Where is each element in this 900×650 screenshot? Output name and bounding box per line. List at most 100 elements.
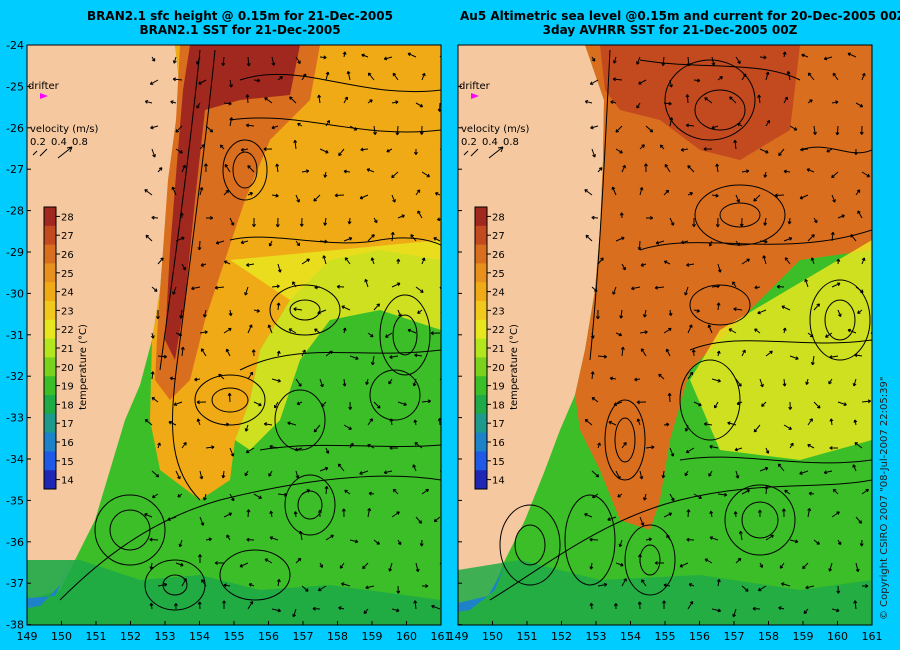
velocity-arrow <box>319 562 323 568</box>
colorbar-swatch <box>475 357 487 377</box>
velocity-arrow <box>397 539 402 546</box>
velocity-arrow <box>168 420 177 426</box>
velocity-arrow <box>763 217 768 226</box>
velocity-arrow <box>205 537 212 542</box>
velocity-arrow <box>196 400 207 405</box>
velocity-arrow <box>325 119 330 127</box>
velocity-arrow <box>414 353 423 358</box>
velocity-arrow <box>223 189 230 196</box>
velocity-arrow <box>366 168 375 173</box>
right-yellow-band <box>690 240 872 460</box>
velocity-arrow <box>386 148 393 153</box>
velocity-arrow <box>837 214 845 219</box>
copyright-notice: © Copyright CSIRO 2007 "08-Jul-2007 22:0… <box>879 376 890 620</box>
velocity-arrow <box>297 122 303 127</box>
velocity-arrow <box>686 56 691 67</box>
velocity-arrow <box>172 56 177 64</box>
left-x-axis-tick-label: 154 <box>189 630 210 643</box>
velocity-arrow <box>295 240 301 247</box>
velocity-arrow <box>807 444 815 449</box>
velocity-arrow <box>264 97 273 104</box>
velocity-arrow <box>325 534 334 541</box>
velocity-arrow <box>199 330 208 335</box>
velocity-arrow <box>741 349 746 357</box>
velocity-arrow <box>421 171 431 178</box>
left-cool-south <box>27 560 441 625</box>
velocity-arrow <box>203 493 207 501</box>
velocity-arrow <box>246 263 255 267</box>
velocity-arrow <box>684 286 689 296</box>
velocity-arrow <box>446 581 449 586</box>
velocity-arrow <box>735 470 740 479</box>
velocity-arrow <box>757 94 762 104</box>
velocity-arrow <box>407 52 417 58</box>
velocity-arrow <box>663 327 672 334</box>
velocity-arrow <box>714 401 719 409</box>
y-axis-tick-label: -29 <box>6 246 24 259</box>
velocity-arrow <box>289 96 297 104</box>
velocity-arrow <box>324 485 329 495</box>
velocity-arrow <box>205 125 214 133</box>
velocity-arrow <box>854 353 863 358</box>
velocity-arrow <box>179 212 184 219</box>
velocity-arrow <box>861 171 871 178</box>
velocity-arrow <box>295 470 300 479</box>
velocity-arrow <box>716 350 721 357</box>
velocity-arrow <box>880 50 885 57</box>
velocity-arrow <box>292 608 297 618</box>
left-x-axis-tick-label: 155 <box>224 630 245 643</box>
velocity-arrow <box>444 126 447 134</box>
right-x-axis-tick-label: 154 <box>620 630 641 643</box>
velocity-arrow <box>269 510 274 518</box>
velocity-arrow <box>319 55 327 60</box>
velocity-arrow <box>364 278 369 288</box>
velocity-arrow <box>223 422 230 427</box>
velocity-arrow <box>313 424 321 433</box>
velocity-arrow <box>223 260 231 265</box>
velocity-arrow <box>704 97 713 104</box>
velocity-arrow <box>659 144 665 150</box>
velocity-arrow <box>778 606 785 611</box>
velocity-arrow <box>391 511 400 518</box>
velocity-arrow <box>882 356 886 361</box>
velocity-arrow <box>348 401 353 410</box>
velocity-arrow <box>741 73 747 81</box>
velocity-arrow <box>239 562 249 568</box>
velocity-arrow <box>590 125 599 130</box>
left-drifter-icon <box>40 93 48 99</box>
colorbar-tick-label: 22 <box>61 325 74 336</box>
colorbar-tick-label: 21 <box>61 344 74 355</box>
velocity-arrow <box>741 169 750 174</box>
velocity-arrow <box>415 516 423 524</box>
velocity-arrow <box>421 399 431 404</box>
velocity-arrow <box>784 489 791 495</box>
velocity-arrow <box>275 217 280 228</box>
velocity-arrow <box>298 530 303 541</box>
colorbar-swatch <box>475 263 487 283</box>
velocity-arrow <box>361 53 369 58</box>
velocity-arrow <box>415 189 421 196</box>
velocity-arrow <box>359 470 369 475</box>
left-coast-blue <box>27 560 72 608</box>
velocity-arrow <box>828 562 833 572</box>
velocity-arrow <box>413 600 418 610</box>
velocity-arrow <box>615 470 621 480</box>
velocity-arrow <box>693 308 700 313</box>
velocity-arrow <box>319 239 328 244</box>
velocity-arrow <box>390 231 395 242</box>
velocity-arrow <box>859 125 864 135</box>
velocity-arrow <box>741 585 749 592</box>
velocity-arrow <box>157 167 163 173</box>
velocity-arrow <box>277 76 283 81</box>
velocity-arrow <box>757 585 767 592</box>
colorbar-title: temperature (°C) <box>78 324 89 410</box>
y-axis-tick-label: -34 <box>6 453 24 466</box>
velocity-arrow <box>787 217 792 225</box>
velocity-arrow <box>711 608 722 613</box>
velocity-arrow <box>334 193 345 198</box>
velocity-arrow <box>732 608 737 618</box>
velocity-arrow <box>244 424 249 432</box>
velocity-arrow <box>654 285 665 290</box>
velocity-arrow <box>155 309 160 320</box>
